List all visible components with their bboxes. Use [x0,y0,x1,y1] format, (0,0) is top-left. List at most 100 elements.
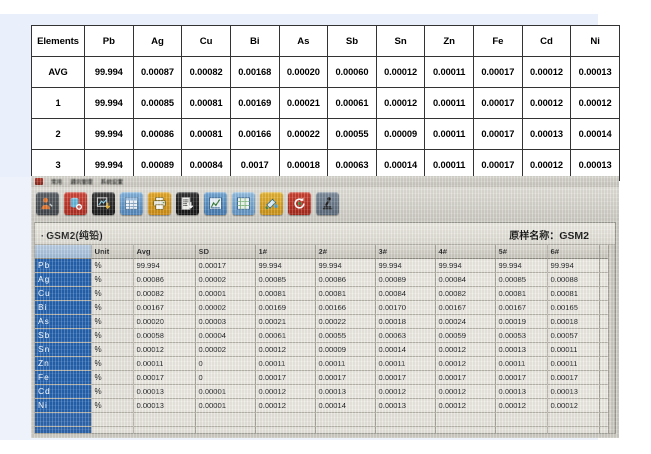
grid-cell-value[interactable]: 0.00167 [133,300,196,315]
menu-item-common[interactable]: 常用 [51,179,63,186]
grid-row-element[interactable]: Bi [35,300,92,315]
user-icon[interactable] [36,192,59,215]
grid-row[interactable]: Sb% 0.00058 0.00004 0.00061 0.00055 0.00063 0.… [35,328,615,343]
grid-cell-empty[interactable] [375,426,436,433]
grid-row[interactable]: Pb% 99.994 0.00017 99.994 99.994 99.994 99.994… [35,258,615,273]
grid-cell-value[interactable]: 0.00011 [495,356,548,371]
grid-cell-empty[interactable] [255,426,316,433]
grid-cell-value[interactable]: 0.00011 [315,356,376,371]
grid-cell-empty[interactable] [435,426,496,433]
grid-cell-value[interactable]: 0.00002 [195,272,256,287]
grid-cell-unit[interactable]: % [91,370,134,385]
grid-cell-empty[interactable] [495,426,548,433]
grid-cell-value[interactable]: 0.00017 [375,370,436,385]
grid-cell-value[interactable]: 0.00086 [315,272,376,287]
print-icon[interactable] [148,192,171,215]
grid-cell-value[interactable]: 99.994 [255,258,316,273]
grid-cell-unit[interactable]: % [91,286,134,301]
grid-row-element[interactable]: Cd [35,384,92,399]
grid-cell-value[interactable]: 0.00009 [315,342,376,357]
grid-row[interactable]: Bi% 0.00167 0.00002 0.00169 0.00166 0.00170 0.… [35,300,615,315]
grid-cell-value[interactable]: 0.00002 [195,300,256,315]
grid-cell-value[interactable]: 0.00086 [133,272,196,287]
grid-cell-value[interactable]: 0.00019 [495,314,548,329]
grid-cell-value[interactable]: 0.00013 [133,384,196,399]
grid-cell-value[interactable]: 0.00017 [195,258,256,273]
grid-cell-value[interactable]: 0.00021 [255,314,316,329]
grid-cell-value[interactable]: 0.00170 [375,300,436,315]
grid-cell-value[interactable]: 0.00012 [375,384,436,399]
grid-cell-value[interactable]: 0.00089 [375,272,436,287]
grid-column-header-6[interactable]: 6# [547,245,600,259]
grid-cell-value[interactable]: 0.00059 [435,328,496,343]
grid-cell-empty[interactable] [599,426,615,433]
grid-cell-value[interactable]: 0.00012 [435,356,496,371]
grid-column-header-element[interactable] [35,245,92,259]
grid-cell-empty[interactable] [91,426,134,433]
report-icon[interactable] [176,192,199,215]
grid-cell-value[interactable]: 99.994 [133,258,196,273]
grid-cell-value[interactable]: 0.00020 [133,314,196,329]
grid-cell-unit[interactable]: % [91,398,134,413]
grid-column-header-avg[interactable]: Avg [133,245,196,259]
grid-cell-empty[interactable] [195,426,256,433]
grid-cell-value[interactable]: 0.00017 [315,370,376,385]
grid-cell-value[interactable]: 0.00166 [315,300,376,315]
grid-cell-value[interactable]: 99.994 [375,258,436,273]
grid-cell-unit[interactable]: % [91,314,134,329]
grid-cell-value[interactable]: 0.00084 [435,272,496,287]
grid-cell-value[interactable]: 0.00001 [195,286,256,301]
grid-row-element[interactable]: Zn [35,356,92,371]
grid-cell-value[interactable]: 0.00057 [547,328,600,343]
grid-cell-value[interactable]: 0.00004 [195,328,256,343]
grid-cell-empty[interactable] [547,426,600,433]
grid-cell-value[interactable]: 99.994 [435,258,496,273]
grid-cell-value[interactable]: 0.00013 [315,384,376,399]
grid-cell-empty[interactable] [91,412,134,427]
grid-row[interactable]: Cd% 0.00013 0.00001 0.00012 0.00013 0.00012 0.… [35,384,615,399]
grid-cell-empty[interactable] [195,412,256,427]
grid-cell-unit[interactable]: % [91,328,134,343]
grid-column-header-4[interactable]: 4# [435,245,496,259]
grid-row-element[interactable]: Sb [35,328,92,343]
grid-cell-value[interactable]: 0.00061 [255,328,316,343]
grid-row[interactable]: Ag% 0.00086 0.00002 0.00085 0.00086 0.00089 0.… [35,272,615,287]
grid-cell-empty[interactable] [547,412,600,427]
grid-column-header-unit[interactable]: Unit [91,245,134,259]
grid-cell-value[interactable]: 0.00011 [255,356,316,371]
grid-row[interactable]: Zn% 0.00011 0 0.00011 0.00011 0.00011 0.00012 0… [35,356,615,371]
grid-cell-value[interactable]: 0.00013 [547,384,600,399]
menu-item-settings[interactable]: 系统设置 [100,179,123,186]
grid-empty-row[interactable] [35,426,615,433]
grid-cell-value[interactable]: 0.00013 [375,398,436,413]
grid-cell-value[interactable]: 0.00081 [547,286,600,301]
grid-row-element[interactable]: Sn [35,342,92,357]
grid-cell-value[interactable]: 0.00169 [255,300,316,315]
grid-cell-value[interactable]: 0.00058 [133,328,196,343]
grid-cell-empty[interactable] [35,412,92,427]
grid-cell-value[interactable]: 0.00011 [547,356,600,371]
grid-row-element[interactable]: As [35,314,92,329]
grid-cell-value[interactable]: 99.994 [495,258,548,273]
grid-cell-unit[interactable]: % [91,384,134,399]
measurement-grid-container[interactable]: Unit Avg SD 1# 2# 3# 4# 5# 6# Pb% 99.994 0.00017 99… [35,245,615,433]
grid-cell-value[interactable]: 0.00055 [315,328,376,343]
grid-cell-empty[interactable] [35,426,92,433]
grid-cell-empty[interactable] [255,412,316,427]
grid-vertical-scrollbar[interactable] [608,245,615,433]
grid-cell-value[interactable]: 0.00014 [375,342,436,357]
menu-item-communication[interactable]: 通讯管理 [70,179,93,186]
grid-cell-value[interactable]: 99.994 [315,258,376,273]
grid-cell-value[interactable]: 0.00012 [133,342,196,357]
grid-cell-empty[interactable] [495,412,548,427]
grid-cell-value[interactable]: 0.00085 [255,272,316,287]
grid-cell-value[interactable]: 0 [195,370,256,385]
grid-cell-value[interactable]: 99.994 [547,258,600,273]
grid-cell-value[interactable]: 0.00088 [547,272,600,287]
grid-cell-value[interactable]: 0.00082 [435,286,496,301]
grid-cell-value[interactable]: 0.00165 [547,300,600,315]
grid-cell-unit[interactable]: % [91,258,134,273]
grid-cell-value[interactable]: 0.00012 [435,398,496,413]
grid-cell-value[interactable]: 0.00002 [195,342,256,357]
chart-view-icon[interactable] [204,192,227,215]
